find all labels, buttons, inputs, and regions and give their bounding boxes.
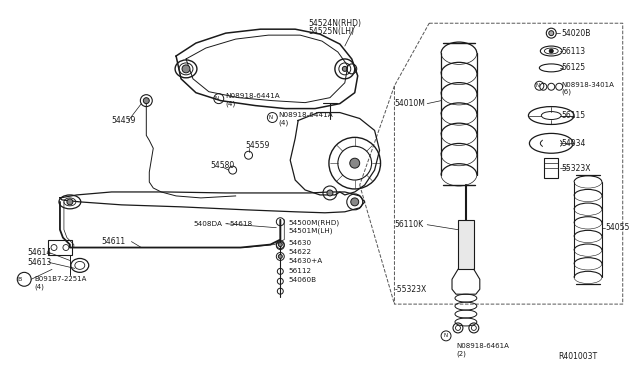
Text: 54630+A: 54630+A [288,259,323,264]
Text: (4): (4) [226,100,236,107]
Text: 56112: 56112 [288,268,312,275]
Text: B091B7-2251A: B091B7-2251A [34,276,86,282]
Text: N: N [268,115,273,120]
Text: N: N [535,83,540,88]
Circle shape [143,98,149,104]
Text: -: - [226,221,228,227]
Text: 56110K: 56110K [394,220,424,229]
Text: N: N [214,96,219,101]
Text: 54525N(LH): 54525N(LH) [308,27,354,36]
Text: 54580: 54580 [211,161,235,170]
Text: 54501M(LH): 54501M(LH) [288,227,333,234]
Text: 54618: 54618 [230,221,253,227]
Text: 54010M: 54010M [394,99,426,108]
Text: 54611: 54611 [102,237,126,246]
Circle shape [182,65,190,73]
Text: 54622: 54622 [288,248,312,254]
Text: (2): (2) [456,350,466,357]
Text: 54055: 54055 [606,223,630,232]
Text: N08918-3401A: N08918-3401A [561,82,614,88]
Text: 54500M(RHD): 54500M(RHD) [288,219,339,226]
Text: N: N [444,333,448,339]
Text: 54060B: 54060B [288,277,316,283]
Circle shape [278,243,282,247]
Text: 54459: 54459 [111,116,136,125]
Text: 54524N(RHD): 54524N(RHD) [308,19,361,28]
Text: N08918-6441A: N08918-6441A [226,93,280,99]
Polygon shape [543,137,559,149]
Circle shape [549,49,553,53]
Text: N08918-6441A: N08918-6441A [278,112,333,118]
Circle shape [67,199,73,205]
Text: (4): (4) [34,284,44,291]
Text: 54034: 54034 [561,139,586,148]
Bar [544,158,558,178]
Text: 54614: 54614 [28,248,51,257]
Text: 56113: 56113 [561,46,586,55]
Circle shape [278,254,282,259]
Circle shape [327,190,333,196]
Text: B: B [17,277,21,282]
Bar [48,240,72,256]
Text: -55323X: -55323X [394,285,427,294]
Text: (6): (6) [561,89,571,95]
Text: 56125: 56125 [561,63,586,73]
Circle shape [350,158,360,168]
Text: R401003T: R401003T [558,352,597,361]
Text: 55323X: 55323X [561,164,591,173]
Text: 54020B: 54020B [561,29,591,38]
Text: (4): (4) [278,119,289,126]
Text: 54630: 54630 [288,240,312,246]
Bar [458,220,474,269]
Text: 5408DA: 5408DA [194,221,223,227]
Circle shape [342,66,348,71]
Circle shape [548,31,554,36]
Text: N08918-6461A: N08918-6461A [456,343,509,349]
Text: 56115: 56115 [561,111,586,120]
Text: 54559: 54559 [246,141,270,150]
Text: 54613: 54613 [28,258,51,267]
Circle shape [351,198,358,206]
